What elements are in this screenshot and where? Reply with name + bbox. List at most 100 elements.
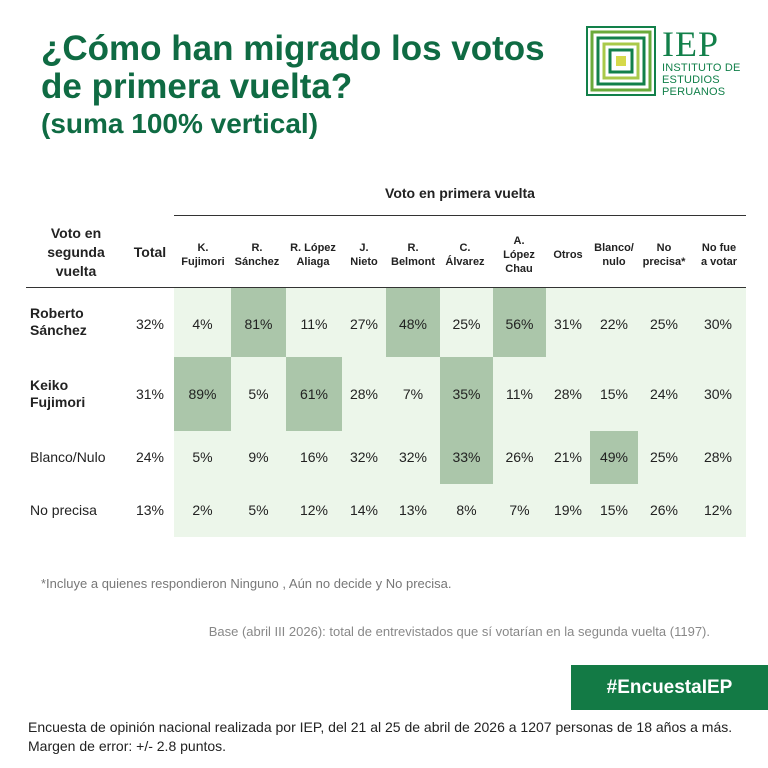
column-header: R. López Aliaga (283, 230, 343, 280)
value-cell: 27% (349, 316, 379, 332)
highlight-cell (440, 431, 493, 484)
value-cell: 32% (398, 449, 428, 465)
column-header: No precisa* (634, 230, 694, 280)
logo-line-3: PERUANOS (662, 86, 726, 98)
column-header-line: Nieto (350, 256, 378, 268)
column-header-line: J. (359, 242, 369, 254)
total-cell: 32% (135, 316, 165, 332)
value-cell: 26% (649, 502, 679, 518)
value-cell: 89% (188, 386, 217, 402)
column-header: K. Fujimori (173, 230, 233, 280)
value-cell: 19% (553, 502, 583, 518)
iep-logo: IEP INSTITUTO DE ESTUDIOS PERUANOS (586, 26, 746, 98)
row-label: No precisa (30, 484, 97, 537)
group-header-rule (174, 215, 746, 216)
value-cell: 30% (703, 386, 733, 402)
value-cell: 28% (349, 386, 379, 402)
value-cell: 5% (192, 449, 213, 465)
row-label-line: No precisa (30, 502, 97, 518)
value-cell: 11% (506, 386, 533, 402)
highlight-cell (174, 357, 231, 431)
row-label: Keiko Fujimori (30, 357, 85, 431)
column-header: A. López Chau (489, 230, 549, 280)
column-header: C. Álvarez (435, 230, 495, 280)
column-header-line: R. (407, 242, 419, 254)
highlight-cell (231, 287, 286, 357)
highlight-cell (493, 287, 546, 357)
value-cell: 5% (248, 502, 269, 518)
value-cell: 12% (299, 502, 329, 518)
total-cell: 24% (135, 449, 165, 465)
column-header: R. Belmont (383, 230, 443, 280)
highlight-cell (440, 357, 493, 431)
footnote: *Incluye a quienes respondieron Ninguno … (41, 576, 452, 591)
column-header: R. Sánchez (227, 230, 287, 280)
value-cell: 49% (599, 449, 629, 465)
value-cell: 8% (456, 502, 477, 518)
value-cell: 12% (703, 502, 733, 518)
value-cell: 22% (599, 316, 629, 332)
value-cell: 28% (553, 386, 583, 402)
column-header-line: López (503, 249, 535, 261)
column-header-line: R. López (290, 242, 336, 254)
column-header-line: C. (459, 242, 471, 254)
value-cell: 7% (509, 502, 530, 518)
value-cell: 61% (299, 386, 329, 402)
value-cell: 30% (703, 316, 733, 332)
row-label-line: Roberto (30, 305, 84, 321)
value-cell: 15% (599, 502, 629, 518)
column-header-line: A. (513, 235, 525, 247)
base-note: Base (abril III 2026): total de entrevis… (208, 624, 710, 639)
row-label: Roberto Sánchez (30, 287, 87, 357)
row-label-line: Sánchez (30, 322, 87, 338)
value-cell: 21% (553, 449, 583, 465)
column-header-line: Blanco/ (594, 242, 634, 254)
logo-line-2: ESTUDIOS (662, 74, 720, 86)
total-cell: 13% (135, 502, 165, 518)
value-cell: 31% (553, 316, 583, 332)
logo-name: IEP (662, 24, 719, 64)
chart-subtitle: (suma 100% vertical) (41, 108, 319, 139)
column-header-line: Álvarez (445, 256, 485, 268)
value-cell: 48% (398, 316, 428, 332)
value-cell: 9% (248, 449, 269, 465)
value-cell: 4% (192, 316, 213, 332)
value-cell: 2% (192, 502, 213, 518)
value-cell: 13% (398, 502, 428, 518)
survey-note: Encuesta de opinión nacional realizada p… (28, 719, 733, 754)
column-header: Blanco/nulo (584, 230, 644, 280)
value-cell: 24% (649, 386, 679, 402)
hashtag-badge: #EncuestaIEP (571, 665, 768, 710)
column-header-line: Otros (553, 249, 583, 261)
value-cell: 16% (299, 449, 329, 465)
column-header-line: R. (251, 242, 263, 254)
row-header: Voto en segunda vuelta (47, 224, 105, 279)
value-cell: 25% (649, 316, 679, 332)
row-label-line: Keiko (30, 377, 69, 393)
total-header: Total (133, 244, 167, 260)
total-cell: 31% (135, 386, 165, 402)
value-cell: 25% (452, 316, 481, 332)
value-cell: 35% (452, 386, 481, 402)
value-cell: 81% (244, 316, 273, 332)
iep-logo-icon (586, 26, 656, 96)
highlight-cell (286, 357, 342, 431)
value-cell: 5% (248, 386, 269, 402)
column-header-line: Belmont (391, 256, 435, 268)
value-cell: 15% (599, 386, 629, 402)
value-cell: 56% (505, 316, 534, 332)
value-cell: 26% (505, 449, 534, 465)
column-header-line: nulo (602, 256, 626, 268)
highlight-cell (386, 287, 440, 357)
column-header-line: No fue (701, 242, 737, 254)
group-header: Voto en primera vuelta (385, 185, 535, 201)
column-header-line: No (656, 242, 672, 254)
row-label-line: Blanco/Nulo (30, 449, 106, 465)
column-header-line: K. (197, 242, 209, 254)
column-header: No fue a votar (689, 230, 749, 280)
value-cell: 32% (349, 449, 379, 465)
value-cell: 11% (300, 316, 328, 332)
column-header-line: Sánchez (234, 256, 280, 268)
row-label-line: Fujimori (30, 394, 86, 410)
chart-title: ¿Cómo han migrado los votos de primera v… (41, 30, 545, 106)
